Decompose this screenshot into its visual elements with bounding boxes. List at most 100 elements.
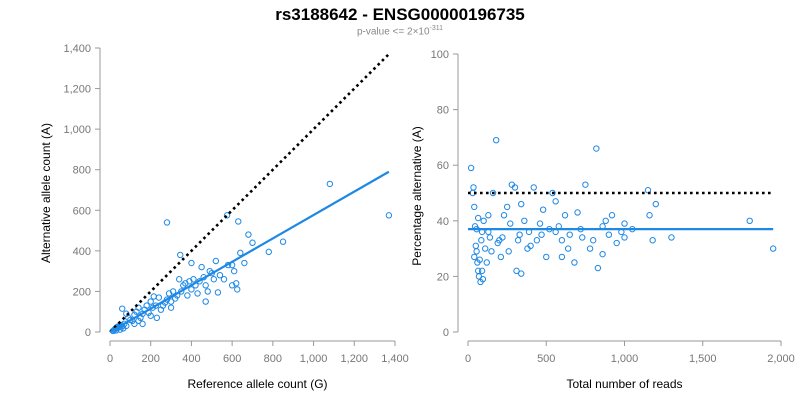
chart2-x-tick-label: 500 [537, 353, 555, 365]
chart2-data-point [479, 275, 487, 283]
chart1-data-point [167, 298, 175, 305]
chart1-x-tick-label: 1,000 [300, 353, 328, 365]
chart2-data-point [621, 220, 628, 227]
chart2-data-point [489, 189, 497, 197]
chart2-data-point [521, 217, 528, 225]
chart2-y-tick-label: 20 [437, 271, 449, 283]
chart-title: rs3188642 - ENSG00000196735 [275, 5, 525, 24]
chart2-data-point [499, 234, 506, 241]
chart2-data-point [514, 237, 522, 244]
chart2-data-point [471, 203, 478, 211]
chart1-y-tick-label: 1,000 [63, 124, 91, 136]
chart1-data-point [204, 288, 211, 295]
chart1-x-tick-label: 0 [107, 353, 113, 365]
chart1-fit-line [109, 170, 390, 333]
chart1-data-point [210, 276, 218, 283]
chart2-data-point [511, 184, 519, 191]
chart2-data-point [564, 245, 572, 252]
chart2-data-point [558, 253, 566, 261]
chart2-data-point [644, 187, 652, 194]
chart2-data-point [599, 250, 606, 258]
chart2-x-tick-label: 2,000 [767, 353, 795, 365]
chart2-data-point [613, 239, 620, 247]
chart2-data-point [602, 217, 609, 225]
chart1-data-point [121, 320, 128, 328]
chart2-data-point [485, 212, 492, 219]
chart1-data-point [163, 219, 171, 226]
chart2-data-point [483, 259, 490, 266]
chart2-data-point [746, 217, 753, 225]
chart1-data-point [155, 294, 163, 301]
chart2-data-point [516, 231, 523, 238]
chart2-x-tick-label: 1,500 [689, 353, 717, 365]
chart2-data-point [594, 264, 602, 272]
chart1-data-point [190, 276, 197, 283]
chart1-data-point [216, 272, 224, 279]
chart1-data-point [228, 282, 236, 289]
chart1-data-point [212, 257, 220, 265]
chart2-data-point [471, 253, 478, 261]
chart1-y-tick-label: 0 [85, 327, 91, 339]
chart2-x-tick-label: 1,000 [611, 353, 639, 365]
chart2-data-point [579, 234, 586, 241]
chart1-data-point [188, 259, 195, 267]
chart1-reference-line [109, 53, 390, 333]
chart1-data-point [139, 320, 146, 328]
chart2-data-point [518, 270, 525, 277]
chart2-x-axis-label: Total number of reads [566, 377, 682, 391]
chart2-data-point [530, 184, 537, 191]
subtitle-exponent: -311 [429, 25, 444, 32]
chart2-data-point [503, 203, 511, 211]
chart1-y-tick-label: 600 [73, 205, 91, 217]
chart2-data-point [533, 237, 541, 244]
chart1-x-tick-label: 200 [142, 353, 160, 365]
chart1-x-tick-label: 1,400 [381, 353, 409, 365]
chart2-data-point [538, 231, 545, 238]
chart2-data-point [574, 209, 581, 216]
chart2-data-point [586, 245, 594, 252]
chart1-data-point [234, 286, 241, 293]
chart2-data-point [488, 248, 495, 255]
chart2-data-point [513, 267, 520, 275]
chart2-data-point [527, 242, 534, 250]
chart2-data-point [472, 242, 480, 250]
chart1-y-axis-label: Alternative allele count (A) [39, 123, 53, 263]
chart2-data-point [492, 136, 500, 144]
chart1-data-point [147, 312, 154, 319]
chart2-y-tick-label: 40 [437, 216, 449, 228]
chart1-y-tick-label: 200 [73, 286, 91, 298]
chart1-data-point [177, 251, 184, 259]
chart1-data-point [265, 248, 272, 256]
chart1-data-point [153, 314, 161, 321]
chart1-data-point [214, 289, 222, 296]
subtitle-text: p-value <= 2×10 [356, 26, 430, 38]
chart2-data-point [480, 217, 487, 225]
chart1-y-tick-label: 1,200 [63, 84, 91, 96]
chart2-y-tick-label: 100 [431, 49, 449, 61]
chart1-data-point [223, 212, 231, 219]
chart2-data-point [474, 214, 482, 222]
chart2-data-point [470, 184, 477, 191]
chart2-data-point [621, 234, 628, 241]
chart1-x-tick-label: 1,200 [341, 353, 369, 365]
chart2-data-point [593, 145, 600, 152]
chart2-data-point [571, 259, 578, 266]
chart2-x-tick-label: 0 [465, 353, 471, 365]
chart2-data-point [582, 181, 589, 188]
chart1-data-point [230, 267, 238, 275]
chart2-data-point [543, 253, 550, 261]
chart1-data-point [245, 231, 252, 238]
chart2-data-point [497, 253, 505, 261]
chart-subtitle: p-value <= 2×10-311 [0, 25, 800, 37]
chart1-data-point [180, 282, 187, 289]
chart1-data-point [235, 218, 242, 225]
chart1-x-tick-label: 800 [264, 353, 282, 365]
chart1-data-point [152, 302, 160, 309]
chart1-data-point [202, 282, 209, 289]
chart1-x-axis-label: Reference allele count (G) [187, 377, 327, 391]
chart2-data-point [486, 234, 494, 241]
chart1-data-point [279, 238, 287, 245]
chart1-data-point [194, 290, 201, 297]
chart2-data-point [646, 212, 653, 219]
